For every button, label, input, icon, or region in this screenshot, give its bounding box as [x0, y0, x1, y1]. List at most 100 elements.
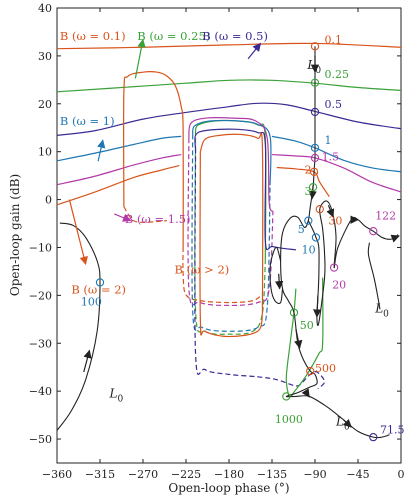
y-tick-label-0: −50: [29, 433, 52, 446]
x-axis-ticks: −360 −315 −270 −225 −180 −135 −90 −45 0: [42, 8, 405, 481]
arrow-4: [68, 199, 88, 266]
frequency-point-marker-16: [95, 278, 105, 287]
boundary-label-0: B (ω = 0.1): [60, 29, 126, 43]
series-layer: [56, 42, 402, 439]
series-line-4: [271, 135, 402, 173]
series-line-21: [199, 151, 264, 338]
frequency-point-marker-12: [289, 308, 299, 317]
frequency-point-label-2: 0.5: [325, 98, 343, 111]
frequency-point-label-6: 3: [304, 185, 311, 198]
y-tick-label-4: −10: [29, 241, 52, 254]
boundary-label-4: B (ω = 1.5): [125, 212, 191, 226]
frequency-point-label-10: 20: [332, 279, 346, 292]
frequency-point-marker-2: [310, 107, 320, 117]
series-line-8: [276, 166, 330, 198]
y-tick-label-1: −40: [29, 385, 52, 398]
series-line-10: [123, 206, 167, 223]
arrow-2: [97, 139, 106, 162]
boundary-label-1: B (ω = 0.25): [137, 29, 210, 43]
series-line-23: [280, 46, 390, 439]
frequency-points-layer: [95, 42, 378, 442]
arrow-3: [114, 213, 132, 222]
y-tick-label-3: −20: [29, 289, 52, 302]
boundary-label-2: B (ω = 0.5): [202, 29, 268, 43]
y-tick-label-8: 30: [38, 50, 52, 63]
arrow-13: [301, 388, 310, 398]
arrow-9: [326, 205, 335, 218]
frequency-point-label-1: 0.25: [325, 68, 350, 81]
y-tick-label-9: 40: [38, 2, 52, 15]
y-axis-title: Open-loop gain (dB): [8, 174, 22, 296]
frequency-point-label-7: 5: [298, 223, 305, 236]
series-line-16: [188, 117, 274, 212]
x-tick-label-0: −360: [42, 468, 72, 481]
arrow-11: [390, 234, 400, 243]
series-line-9: [123, 71, 184, 247]
series-line-27: [269, 246, 284, 304]
arrow-0: [134, 38, 146, 79]
arrow-7: [294, 328, 303, 349]
series-line-14: [192, 119, 272, 186]
x-tick-label-8: 0: [398, 468, 405, 481]
frequency-point-marker-0: [310, 42, 320, 51]
y-axis-ticks: −50 −40 −30 −20 −10 0 10 20 30 40: [29, 2, 401, 446]
series-line-1: [56, 79, 402, 93]
series-line-3: [56, 135, 182, 162]
frequency-point-label-12: 50: [300, 319, 314, 332]
x-tick-label-7: −45: [346, 468, 369, 481]
frequency-point-label-5: 2: [304, 164, 311, 177]
y-tick-label-5: 0: [45, 194, 52, 207]
curve-label-2: L0: [109, 386, 124, 404]
arrow-layer: [68, 38, 400, 428]
x-tick-label-3: −225: [171, 468, 201, 481]
frequency-point-marker-13: [306, 366, 315, 376]
frequency-point-label-9: 30: [328, 214, 342, 227]
frequency-point-marker-6: [308, 182, 318, 192]
frequency-point-marker-9: [315, 205, 324, 214]
frequency-point-marker-4: [310, 153, 320, 163]
frequency-point-marker-15: [369, 432, 378, 442]
frequency-point-marker-10: [329, 263, 339, 272]
arrow-12: [313, 295, 322, 318]
boundary-label-3: B (ω = 1): [60, 114, 115, 128]
y-tick-label-6: 10: [38, 146, 52, 159]
frequency-point-label-15: 71.5: [380, 423, 405, 436]
series-line-18: [194, 128, 296, 251]
frequency-point-label-0: 0.1: [325, 33, 343, 46]
series-line-12: [194, 119, 267, 261]
labels-layer: 0.1 0.25 0.5 1 1.5 2 3 5 10 30 20 122 50 500 1000 71.5 1…: [60, 29, 405, 436]
x-tick-label-2: −270: [128, 468, 158, 481]
series-line-26: [56, 222, 101, 431]
arrow-15: [83, 349, 92, 373]
y-tick-label-7: 20: [38, 98, 52, 111]
boundary-label-5: B (ω > 2): [175, 262, 230, 276]
curve-label-3: L0: [335, 415, 350, 433]
frequency-point-label-8: 10: [302, 244, 316, 257]
series-line-19: [194, 148, 326, 390]
arrow-1: [247, 42, 262, 60]
series-line-20: [199, 132, 264, 314]
frequency-point-marker-3: [310, 143, 320, 153]
frequency-point-marker-1: [310, 78, 320, 87]
x-tick-label-4: −180: [214, 468, 244, 481]
x-tick-label-5: −135: [257, 468, 287, 481]
series-line-24: [307, 200, 399, 326]
x-tick-label-6: −90: [303, 468, 326, 481]
x-tick-label-1: −315: [85, 468, 115, 481]
frequency-point-marker-11: [369, 227, 378, 236]
frequency-point-label-11: 122: [375, 210, 396, 223]
frequency-point-marker-8: [311, 233, 321, 242]
series-line-7: [56, 164, 180, 206]
boundary-label-6: B (ω = 2): [71, 282, 126, 296]
x-axis-title: Open-loop phase (°): [168, 481, 289, 495]
curve-label-1: L0: [374, 302, 389, 320]
arrow-6: [308, 185, 317, 200]
y-tick-label-2: −30: [29, 337, 52, 350]
frequency-point-marker-14: [282, 392, 291, 401]
frequency-point-label-13: 500: [315, 362, 336, 375]
series-line-2: [56, 102, 402, 136]
arrow-14: [342, 418, 352, 428]
frequency-point-label-16: 100: [81, 295, 102, 308]
